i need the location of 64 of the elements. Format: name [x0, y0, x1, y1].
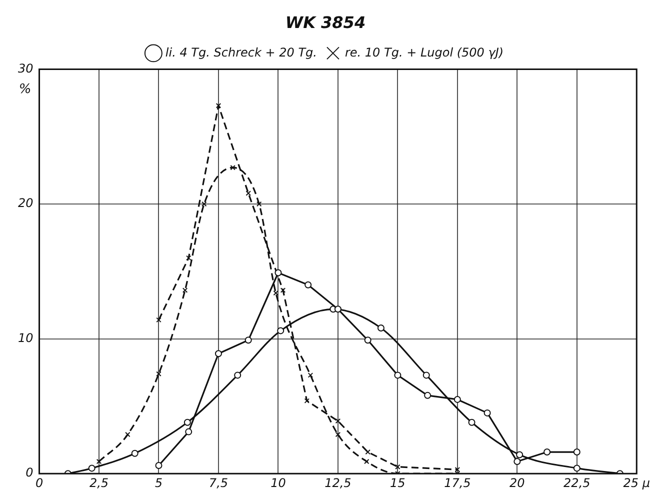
point: [364, 458, 370, 464]
x-tick-label: 7,5: [208, 476, 228, 490]
point: [514, 458, 521, 465]
point: [273, 290, 278, 296]
point: [185, 428, 192, 436]
x-tick-label: 20: [510, 476, 526, 490]
point: [454, 396, 461, 403]
point: [88, 464, 96, 472]
legend-label: re. 10 Tg. + Lugol (500 γJ): [344, 45, 504, 60]
point: [335, 432, 341, 438]
point: [214, 350, 222, 358]
point: [365, 449, 370, 455]
point: [277, 327, 284, 334]
y-tick-label: 30: [18, 61, 34, 76]
point: [186, 255, 192, 261]
point: [202, 201, 207, 207]
x-tick-label: 25 μ: [623, 476, 650, 490]
point: [131, 450, 138, 457]
point: [125, 432, 130, 438]
point: [155, 462, 162, 470]
point: [484, 409, 491, 416]
point: [182, 288, 188, 293]
point: [308, 372, 314, 378]
point: [96, 458, 102, 464]
point: [454, 466, 460, 472]
y-axis-title: %: [18, 82, 32, 98]
point: [244, 336, 252, 344]
point: [256, 201, 262, 207]
point: [304, 281, 312, 288]
y-tick-label: 10: [18, 330, 34, 345]
x-tick-label: 0: [35, 476, 44, 490]
point: [334, 306, 342, 313]
point: [274, 269, 282, 276]
point: [216, 102, 222, 108]
point: [364, 336, 372, 344]
point: [156, 371, 162, 376]
x-tick-label: 17,5: [444, 476, 471, 490]
point: [377, 324, 384, 332]
point: [246, 190, 251, 196]
point: [573, 464, 580, 472]
point: [234, 372, 242, 379]
point: [184, 418, 191, 426]
chart-title: WK 3854: [285, 12, 366, 32]
point: [468, 418, 476, 426]
x-tick-label: 15: [390, 476, 406, 490]
y-tick-label: 0: [26, 466, 34, 480]
point: [280, 288, 286, 293]
point: [304, 398, 310, 404]
point: [230, 164, 236, 170]
point: [424, 392, 432, 399]
point: [422, 372, 430, 379]
legend-label: li. 4 Tg. Schreck + 20 Tg.: [165, 45, 317, 60]
x-tick-label: 22,5: [564, 476, 590, 490]
x-tick-label: 5: [154, 476, 163, 490]
y-tick-label: 20: [18, 196, 34, 210]
point: [394, 372, 402, 379]
point: [544, 448, 551, 456]
point: [516, 451, 524, 458]
point: [573, 448, 580, 456]
x-tick-label: 12,5: [324, 476, 352, 490]
x-tick-label: 2,5: [89, 476, 109, 490]
point: [335, 418, 341, 424]
x-tick-label: 10: [270, 476, 286, 490]
point: [156, 317, 162, 323]
